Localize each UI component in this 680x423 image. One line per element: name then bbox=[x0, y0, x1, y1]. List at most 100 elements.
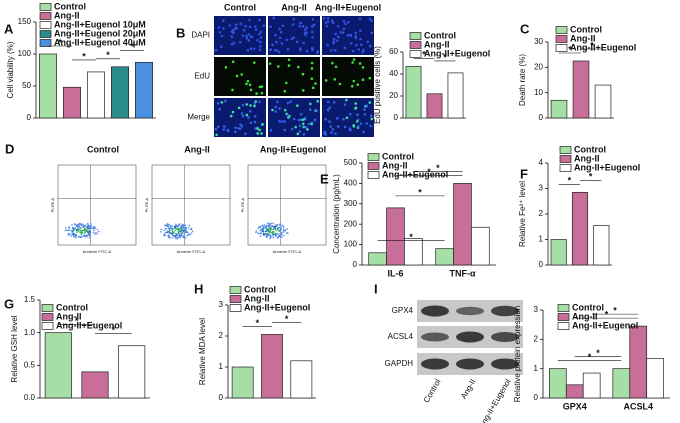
event bbox=[280, 234, 282, 236]
nucleus bbox=[305, 31, 309, 34]
y-tick-label: 400 bbox=[344, 179, 358, 188]
event bbox=[265, 235, 268, 237]
event bbox=[71, 233, 74, 236]
event bbox=[257, 227, 260, 230]
y-tick-label: 0.5 bbox=[24, 360, 36, 369]
band-label: GPX4 bbox=[392, 306, 414, 315]
event bbox=[259, 229, 261, 232]
y-tick-label: 500 bbox=[344, 158, 358, 167]
event bbox=[277, 236, 279, 239]
y-axis-title: Relative protein expression bbox=[513, 306, 522, 403]
nucleus bbox=[363, 112, 367, 116]
event bbox=[283, 230, 285, 233]
legend-label: Control bbox=[54, 1, 86, 11]
nucleus bbox=[228, 24, 232, 27]
nucleus bbox=[249, 104, 252, 107]
nucleus bbox=[294, 125, 297, 129]
nucleus bbox=[362, 130, 365, 134]
legend-label: Ang-II bbox=[382, 160, 408, 170]
event bbox=[280, 225, 282, 227]
event bbox=[77, 229, 79, 232]
nucleus bbox=[258, 85, 262, 89]
legend-label: Ang-II+Eugenol bbox=[572, 320, 638, 330]
flow-frame bbox=[57, 164, 137, 246]
nucleus bbox=[229, 114, 233, 118]
nucleus bbox=[352, 123, 355, 127]
nucleus bbox=[345, 98, 348, 102]
bar bbox=[87, 71, 105, 119]
event bbox=[77, 223, 79, 226]
nucleus bbox=[256, 38, 259, 42]
nucleus bbox=[234, 130, 237, 134]
nucleus bbox=[310, 61, 314, 65]
y-tick-label: 3 bbox=[539, 184, 544, 193]
nucleus bbox=[311, 17, 315, 21]
bar bbox=[572, 60, 590, 119]
nucleus bbox=[298, 24, 301, 28]
nucleus bbox=[220, 34, 224, 38]
event bbox=[86, 230, 89, 233]
bar bbox=[571, 191, 589, 266]
nucleus bbox=[222, 128, 226, 131]
nucleus bbox=[253, 61, 256, 64]
event bbox=[176, 234, 178, 237]
legend-swatch bbox=[39, 30, 52, 38]
nucleus bbox=[286, 101, 290, 105]
bar bbox=[550, 239, 567, 266]
nucleus bbox=[359, 122, 363, 125]
nucleus bbox=[310, 122, 313, 126]
nucleus bbox=[248, 18, 251, 22]
bar bbox=[565, 384, 584, 399]
nucleus bbox=[355, 120, 359, 123]
event bbox=[270, 235, 273, 238]
axis-title: PI-PE-A bbox=[240, 197, 245, 212]
event bbox=[68, 226, 70, 229]
nucleus bbox=[310, 77, 314, 81]
event bbox=[75, 225, 77, 227]
y-axis-title: Relative MDA level bbox=[198, 318, 207, 385]
event bbox=[188, 224, 191, 227]
nucleus bbox=[356, 83, 360, 86]
event bbox=[275, 233, 277, 235]
event bbox=[282, 229, 285, 231]
event bbox=[84, 235, 86, 238]
event bbox=[262, 226, 265, 229]
nucleus bbox=[231, 88, 234, 92]
nucleus bbox=[365, 105, 369, 108]
legend-label: Ang-II bbox=[244, 293, 270, 303]
nucleus bbox=[277, 50, 281, 54]
legend-label: Ang-II bbox=[54, 10, 80, 20]
nucleus bbox=[348, 112, 352, 116]
event bbox=[280, 227, 282, 230]
event bbox=[87, 233, 90, 236]
blot-band bbox=[421, 332, 449, 342]
nucleus bbox=[281, 24, 285, 28]
nucleus bbox=[256, 132, 260, 135]
event bbox=[88, 227, 90, 230]
nucleus bbox=[322, 16, 326, 20]
nucleus bbox=[334, 32, 337, 36]
y-tick-label: 150 bbox=[18, 17, 32, 26]
event bbox=[176, 237, 179, 240]
y-tick-label: 0 bbox=[353, 260, 358, 269]
nucleus bbox=[302, 41, 305, 45]
nucleus bbox=[302, 133, 306, 136]
event bbox=[264, 226, 266, 228]
significance-label: * bbox=[285, 314, 289, 324]
event bbox=[82, 235, 85, 237]
event bbox=[278, 230, 281, 232]
bar bbox=[368, 252, 387, 266]
legend-label: Ang-II+Eugenol bbox=[424, 48, 490, 58]
event bbox=[267, 234, 270, 237]
y-tick-label: 4 bbox=[539, 158, 544, 167]
nucleus bbox=[215, 133, 218, 137]
event bbox=[181, 229, 184, 231]
legend-label: Ang-II bbox=[574, 153, 600, 163]
nucleus bbox=[258, 32, 261, 36]
nucleus bbox=[329, 125, 333, 128]
event bbox=[280, 229, 282, 231]
bar bbox=[612, 368, 631, 399]
nucleus bbox=[312, 23, 316, 27]
significance-label: * bbox=[443, 52, 447, 62]
bar bbox=[405, 65, 422, 119]
